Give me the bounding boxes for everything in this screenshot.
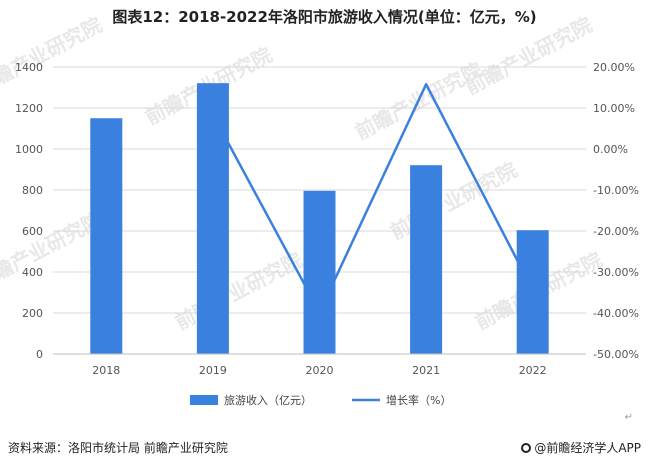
legend-bar-swatch: [190, 395, 218, 405]
x-tick-label: 2020: [306, 364, 334, 377]
y-left-tick-label: 1400: [15, 61, 43, 74]
source-note: 资料来源：洛阳市统计局 前瞻产业研究院: [8, 441, 228, 455]
legend-line-label: 增长率（%）: [386, 393, 451, 407]
line-series: [211, 82, 534, 314]
legend-bar-label: 旅游收入（亿元）: [224, 393, 312, 407]
x-tick-label: 2019: [199, 364, 227, 377]
bar-2020: [303, 190, 336, 354]
bar-2021: [410, 165, 443, 354]
watermark-text: 前瞻产业研究院: [171, 247, 306, 334]
growth-rate-line: [211, 82, 534, 314]
y-left-tick-label: 200: [22, 307, 43, 320]
y-right-tick-label: 10.00%: [593, 102, 635, 115]
x-tick-label: 2022: [519, 364, 547, 377]
y-right-tick-label: -50.00%: [593, 348, 639, 361]
y-right-tick-label: -40.00%: [593, 307, 639, 320]
chart-title: 图表12：2018-2022年洛阳市旅游收入情况(单位：亿元，%): [112, 8, 537, 26]
bar-2018: [90, 118, 123, 354]
y-left-tick-label: 1200: [15, 102, 43, 115]
y-left-tick-label: 800: [22, 184, 43, 197]
y-left-tick-label: 1000: [15, 143, 43, 156]
return-mark: ↵: [624, 412, 633, 423]
watermark-text: 前瞻产业研究院: [0, 207, 106, 294]
x-tick-label: 2018: [92, 364, 120, 377]
y-left-tick-label: 400: [22, 266, 43, 279]
y-left-tick-label: 600: [22, 225, 43, 238]
axes: 0 200 400 600 800 1000 1200 1400 -50.00% -40.00% -…: [15, 61, 639, 377]
y-right-tick-label: -20.00%: [593, 225, 639, 238]
y-right-tick-label: 20.00%: [593, 61, 635, 74]
x-tick-label: 2021: [412, 364, 440, 377]
watermark-text: 前瞻产业研究院: [0, 12, 106, 99]
legend: 旅游收入（亿元） 增长率（%）: [190, 393, 451, 407]
y-right-tick-label: -10.00%: [593, 184, 639, 197]
bar-series: [90, 83, 549, 354]
y-right-tick-label: 0.00%: [593, 143, 628, 156]
bar-2019: [196, 83, 229, 354]
y-left-tick-label: 0: [36, 348, 43, 361]
bar-2022: [516, 230, 549, 354]
brand-icon: [521, 443, 532, 453]
watermark-text: 前瞻产业研究院: [461, 12, 596, 99]
y-right-tick-label: -30.00%: [593, 266, 639, 279]
brand-text: @前瞻经济学人APP: [534, 441, 641, 455]
brand-label: @前瞻经济学人APP: [521, 439, 641, 456]
